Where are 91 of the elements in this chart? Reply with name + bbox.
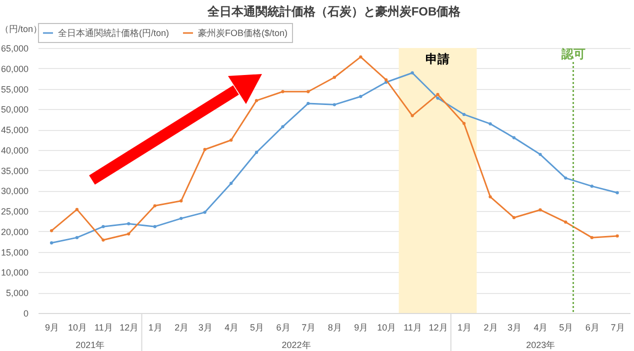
x-tick-label: 4月 [534, 322, 548, 332]
y-axis-title: （円/ton） [0, 24, 42, 34]
point [462, 122, 466, 125]
point [281, 125, 284, 128]
point [538, 152, 542, 156]
point [564, 220, 568, 224]
y-tick-label: 55,000 [0, 84, 28, 94]
point [384, 78, 388, 82]
x-tick-label: 2月 [174, 322, 189, 332]
point [590, 236, 594, 240]
y-tick-label: 50,000 [0, 104, 28, 115]
point [436, 92, 440, 96]
x-tick-label: 6月 [585, 322, 600, 332]
y-tick-label: 40,000 [0, 145, 28, 156]
point [50, 241, 54, 244]
y-tick-label: 0 [23, 308, 28, 318]
point [306, 90, 310, 94]
point [127, 222, 130, 226]
point [512, 216, 516, 220]
point [153, 204, 156, 208]
point [462, 112, 466, 116]
x-tick-label: 12月 [120, 322, 139, 332]
point [230, 138, 233, 142]
y-tick-label: 30,000 [0, 186, 28, 196]
x-tick-label: 11月 [404, 322, 422, 332]
x-tick-label: 5月 [559, 322, 574, 332]
y-tick-label: 25,000 [0, 206, 28, 217]
x-tick-label: 2月 [484, 322, 498, 332]
x-tick-label: 9月 [354, 322, 368, 332]
point [180, 216, 183, 220]
point [564, 176, 568, 180]
point [102, 238, 105, 242]
x-tick-label: 1月 [457, 322, 472, 332]
x-tick-label: 11月 [94, 322, 113, 332]
point [254, 150, 258, 154]
legend-label: 豪州炭FOB価格($/ton) [198, 28, 288, 38]
x-tick-label: 7月 [302, 322, 316, 332]
ref-line-label: 認可 [560, 47, 586, 61]
y-tick-label: 15,000 [0, 247, 28, 258]
y-tick-label: 10,000 [0, 268, 28, 278]
x-tick-label: 8月 [328, 322, 342, 332]
x-tick-label: 12月 [428, 322, 448, 332]
point [538, 208, 542, 212]
point [281, 90, 284, 94]
x-tick-label: 10月 [68, 322, 87, 332]
y-tick-label: 65,000 [0, 44, 28, 54]
point [306, 102, 310, 106]
band-label: 申請 [426, 52, 450, 66]
y-tick-label: 45,000 [0, 125, 28, 136]
point [75, 236, 79, 240]
point [436, 96, 440, 100]
point [590, 184, 594, 188]
point [410, 71, 414, 74]
point [153, 224, 156, 228]
text: 2022年 [282, 340, 311, 350]
y-tick-label: 35,000 [0, 166, 28, 176]
point [203, 148, 206, 152]
y-tick-label: 20,000 [0, 226, 28, 237]
point [359, 55, 362, 59]
point [512, 136, 516, 140]
x-tick-label: 7月 [610, 322, 625, 332]
point [230, 182, 233, 185]
point [616, 234, 619, 238]
point [332, 103, 336, 106]
text: 2023年 [526, 340, 556, 350]
x-tick-label: 1月 [148, 322, 162, 332]
point [254, 99, 258, 102]
point [50, 229, 54, 232]
point [359, 94, 362, 98]
point [180, 199, 183, 202]
x-tick-label: 3月 [507, 322, 522, 332]
y-tick-label: 60,000 [0, 64, 28, 74]
legend-label: 全日本通関統計価格(円/ton) [58, 28, 170, 38]
x-tick-label: 5月 [250, 322, 264, 332]
point [410, 114, 414, 118]
x-tick-label: 9月 [45, 322, 60, 332]
point [332, 76, 336, 79]
text: 2021年 [76, 340, 105, 350]
x-tick-label: 3月 [198, 322, 212, 332]
point [127, 232, 130, 236]
point [616, 191, 619, 194]
point [488, 195, 492, 198]
x-tick-label: 6月 [276, 322, 290, 332]
chart-title: 全日本通関統計価格（石炭）と豪州炭FOB価格 [206, 4, 462, 18]
point [203, 210, 206, 214]
x-tick-label: 10月 [377, 322, 396, 332]
point [488, 122, 492, 126]
x-tick-label: 4月 [224, 322, 239, 332]
point [102, 224, 105, 228]
y-tick-label: 5,000 [6, 288, 28, 298]
point [75, 208, 79, 212]
